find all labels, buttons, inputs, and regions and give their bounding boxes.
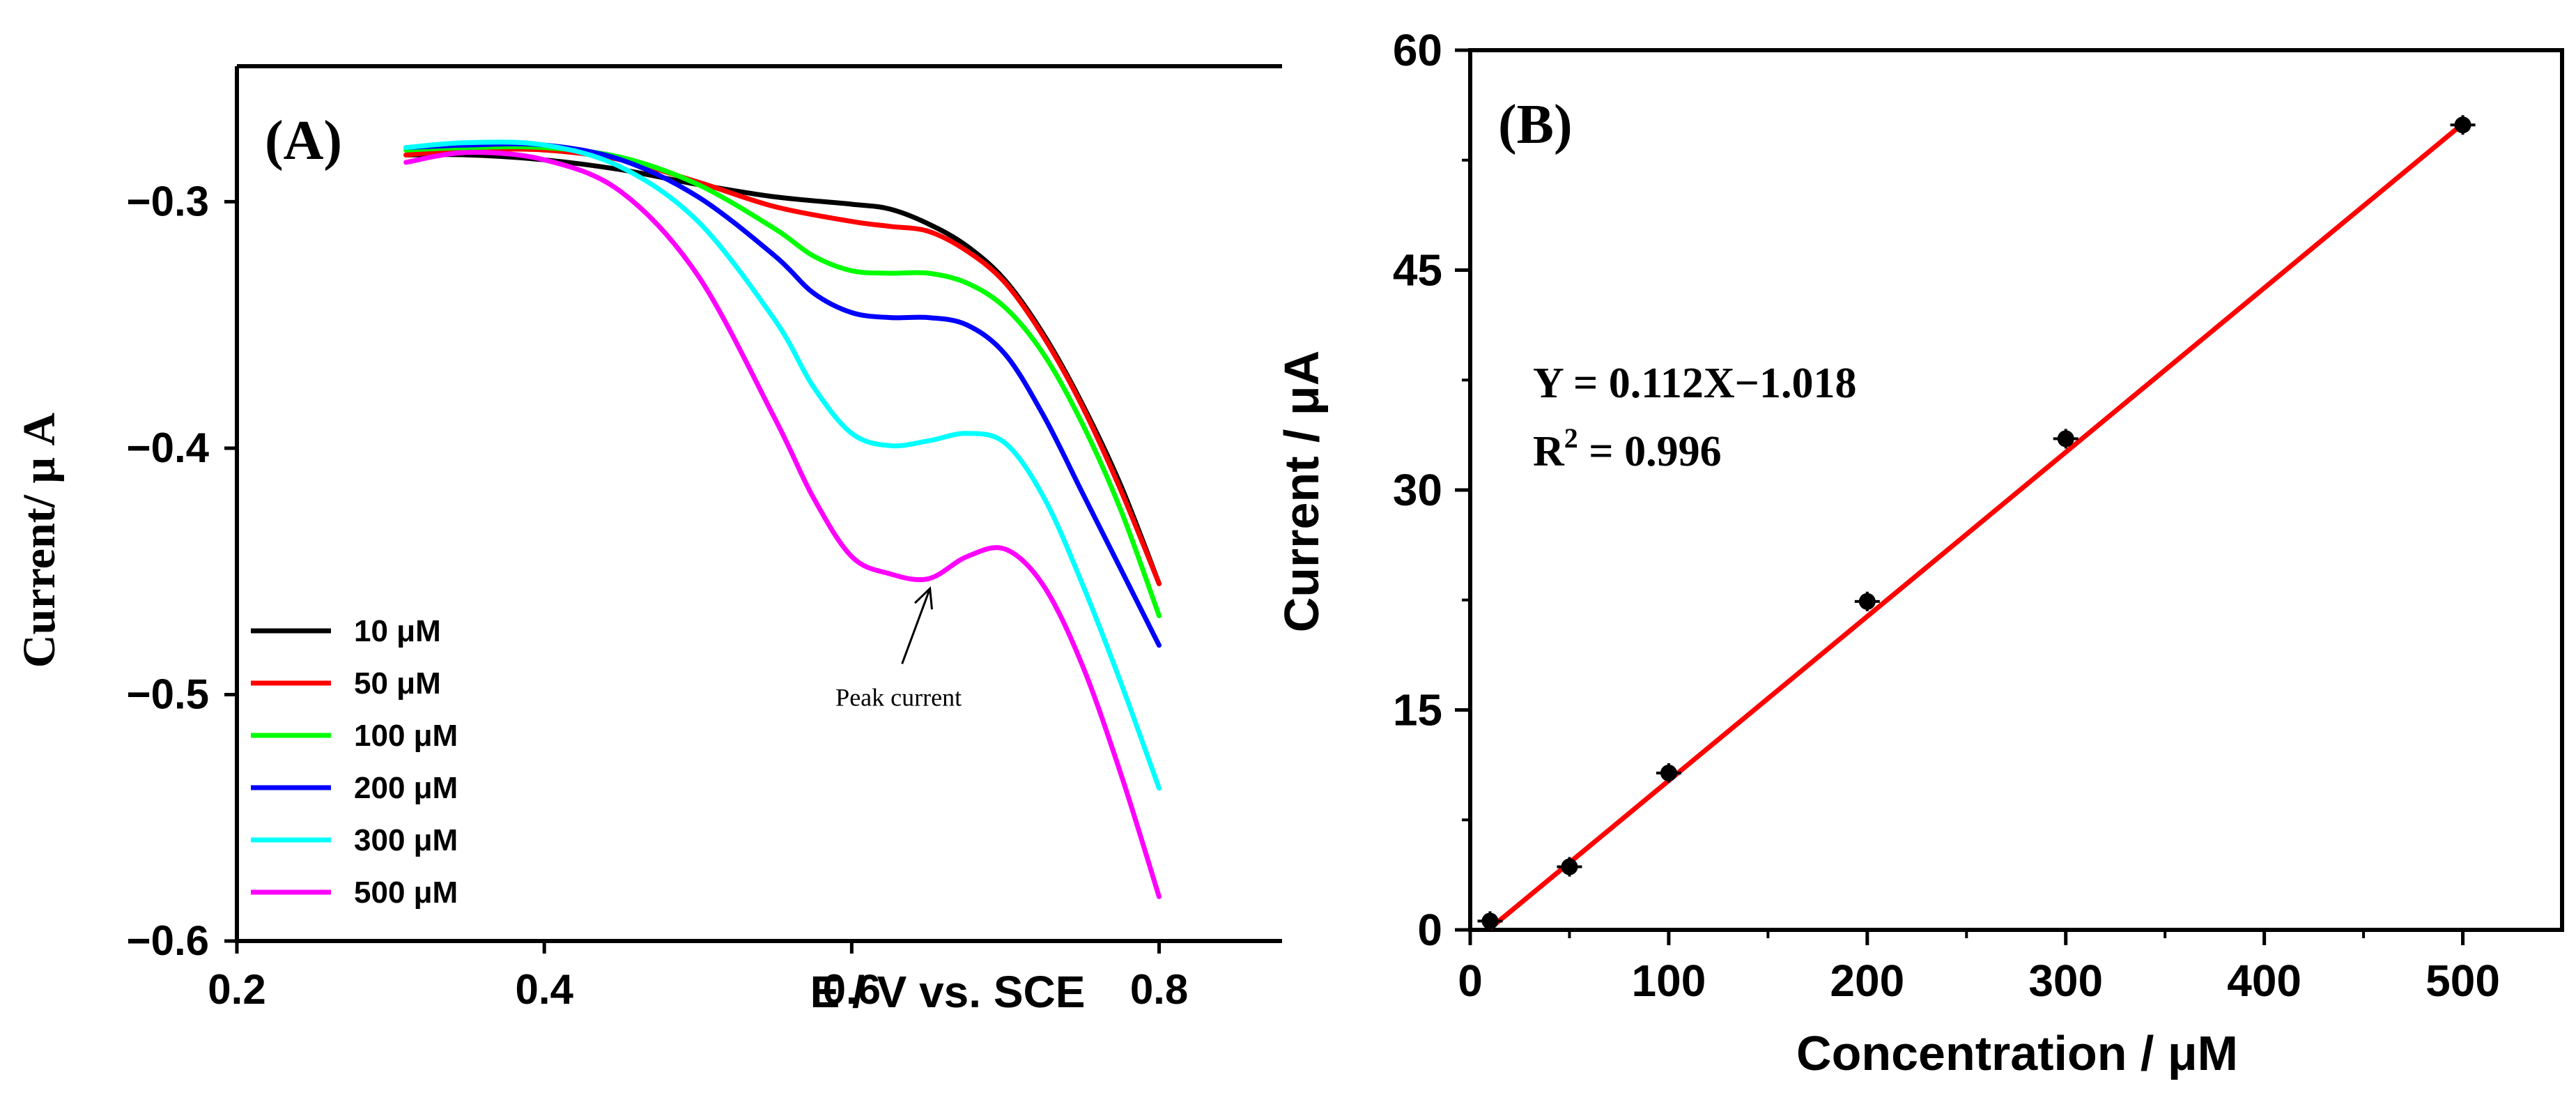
- panel-b-x-tick-label: 500: [2425, 956, 2500, 1006]
- panel-a-y-tick-label: −0.6: [127, 917, 209, 964]
- data-point: [1656, 763, 1681, 783]
- fit-equation: Y = 0.112X−1.018: [1533, 360, 1857, 407]
- panel-a-legend: 10 μM 50 μM 100 μM 200 μM 300 μM 500 μM: [251, 614, 458, 910]
- legend-entry: 500 μM: [354, 875, 458, 910]
- panel-b-label: (B): [1498, 94, 1573, 155]
- r-squared-sup: 2: [1564, 422, 1578, 454]
- data-point: [2450, 115, 2476, 135]
- data-point: [1854, 591, 1880, 611]
- panel-b-y-tick-label: 15: [1393, 685, 1442, 735]
- legend-entry: 10 μM: [354, 614, 441, 648]
- legend-entry: 50 μM: [354, 666, 441, 701]
- panel-a: 0.2 0.4 0.6 0.8 −0.3 −0.4 −0.5 −0.6 (A) E / V v…: [14, 64, 1282, 1017]
- panel-b-x-tick-label: 200: [1830, 956, 1904, 1006]
- panel-b-y-axis-label: Current / μA: [1274, 351, 1329, 633]
- peak-current-annotation: Peak current: [835, 586, 962, 711]
- series-line: [403, 146, 1162, 586]
- r-squared-prefix: R: [1533, 428, 1565, 475]
- panel-b-x-axis-label: Concentration / μM: [1796, 1026, 2238, 1080]
- panel-a-x-tick-label: 0.8: [1130, 966, 1188, 1013]
- panel-b-x-tick-label: 0: [1458, 956, 1483, 1006]
- panel-a-x-tick-label: 0.2: [208, 966, 265, 1013]
- panel-b-x-tick-label: 300: [2028, 956, 2103, 1006]
- panel-b-y-tick-label: 45: [1393, 245, 1442, 296]
- legend-entry: 300 μM: [354, 823, 458, 857]
- legend-entry: 200 μM: [354, 771, 458, 805]
- panel-b-y-tick-label: 0: [1417, 905, 1442, 955]
- panel-b-y-tick-label: 60: [1393, 25, 1442, 75]
- data-point: [1557, 857, 1582, 877]
- panel-b: 0 100 200 300 400 500 0 15 30 45 60 (B) Y = 0.112X…: [1274, 25, 2564, 1080]
- fit-line: [1488, 121, 2465, 931]
- r-squared-value: = 0.996: [1578, 428, 1722, 475]
- peak-current-label: Peak current: [835, 683, 962, 711]
- r-squared: R2 = 0.996: [1533, 422, 1722, 475]
- panel-b-frame: [1468, 48, 2564, 932]
- data-point: [1477, 911, 1503, 931]
- panel-b-y-tick-label: 30: [1393, 465, 1442, 515]
- panel-a-x-tick-label: 0.6: [823, 966, 881, 1013]
- series-line: [403, 150, 1162, 899]
- panel-a-y-tick-label: −0.3: [127, 178, 209, 224]
- data-point: [2053, 429, 2078, 449]
- panel-a-y-tick-label: −0.5: [127, 671, 209, 717]
- panel-b-x-tick-label: 100: [1632, 956, 1706, 1006]
- panel-a-x-axis-label: E / V vs. SCE: [810, 967, 1086, 1017]
- panel-b-x-tick-label: 400: [2227, 956, 2301, 1006]
- panel-a-y-tick-label: −0.4: [127, 425, 210, 471]
- legend-entry: 100 μM: [354, 719, 458, 753]
- series-line: [403, 139, 1162, 791]
- panel-a-y-axis-label: Current/ μ A: [14, 413, 65, 668]
- panel-a-label: (A): [265, 110, 342, 171]
- panel-a-x-tick-label: 0.4: [515, 966, 573, 1013]
